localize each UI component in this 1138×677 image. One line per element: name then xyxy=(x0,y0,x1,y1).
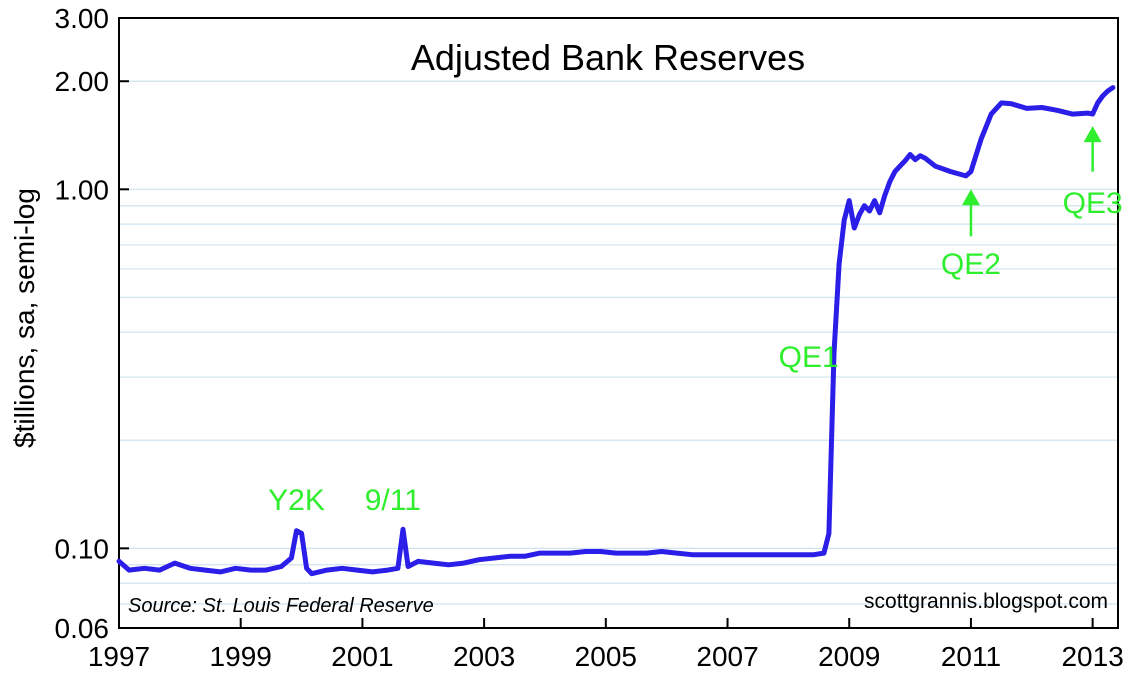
x-tick-label: 1999 xyxy=(210,641,272,672)
x-axis-tick-labels: 1997 1999 2001 2003 2005 2007 2009 2011 2013 xyxy=(88,641,1124,672)
annotation-arrow-head xyxy=(1083,126,1102,143)
x-tick-label: 2003 xyxy=(453,641,515,672)
x-tick-label: 2013 xyxy=(1061,641,1123,672)
y-tick-label: 1.00 xyxy=(55,174,110,205)
y-tick-label: 2.00 xyxy=(55,66,110,97)
x-tick-label: 2011 xyxy=(941,641,1001,672)
annotation-qe1: QE1 xyxy=(779,341,839,374)
gridlines xyxy=(119,80,1118,605)
x-tick-label: 2001 xyxy=(331,641,393,672)
annotation-qe3: QE3 xyxy=(1063,187,1123,220)
y-axis-label: $tillions, sa, semi-log xyxy=(9,188,40,448)
y-tick-label: 3.00 xyxy=(55,3,110,34)
axis-ticks xyxy=(118,17,1094,629)
plot-area-frame xyxy=(118,17,1119,629)
y-tick-label: 0.06 xyxy=(55,613,110,644)
y-axis-tick-labels: 0.06 0.10 1.00 2.00 3.00 xyxy=(55,3,110,644)
annotation-qe2: QE2 xyxy=(941,248,1001,281)
annotation-arrow-head xyxy=(961,189,980,206)
x-tick-label: 2009 xyxy=(818,641,880,672)
source-note: Source: St. Louis Federal Reserve xyxy=(128,595,434,617)
series-layer xyxy=(116,85,1116,577)
watermark: scottgrannis.blogspot.com xyxy=(864,590,1108,613)
x-tick-label: 1997 xyxy=(88,641,150,672)
annotations: Y2K 9/11 QE1 QE2 QE3 xyxy=(268,126,1123,517)
y-tick-label: 0.10 xyxy=(55,533,110,564)
series-line xyxy=(116,85,1116,577)
x-tick-label: 2005 xyxy=(575,641,637,672)
annotation-y2k: Y2K xyxy=(268,484,325,517)
annotation-nine-eleven: 9/11 xyxy=(365,484,421,517)
x-tick-label: 2007 xyxy=(696,641,758,672)
chart-title: Adjusted Bank Reserves xyxy=(411,37,805,78)
